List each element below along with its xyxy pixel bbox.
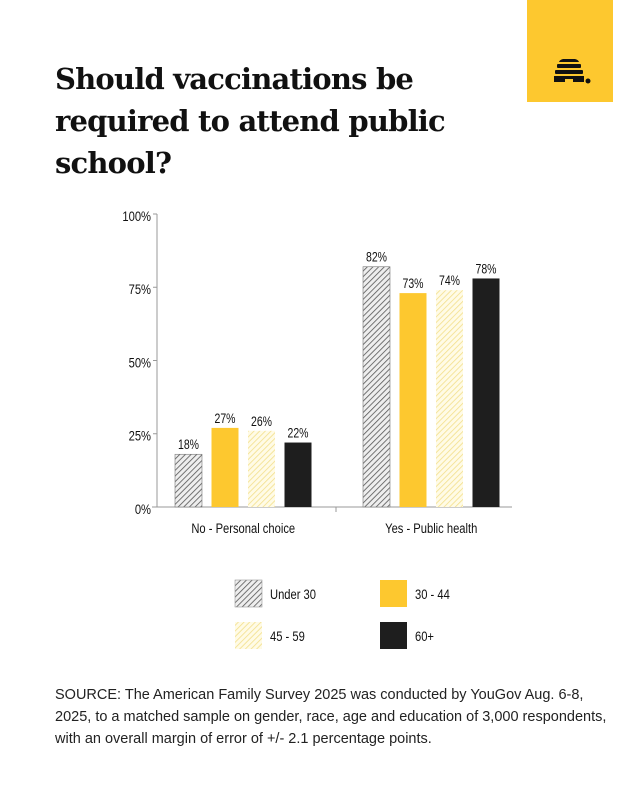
legend-label: 30 - 44	[415, 587, 450, 602]
chart-title: Should vaccinations be required to atten…	[55, 62, 446, 180]
legend-label: 60+	[415, 629, 434, 644]
data-label: 18%	[178, 437, 199, 453]
data-label: 78%	[475, 261, 496, 277]
bar-under30	[362, 266, 391, 508]
data-label: 74%	[439, 273, 460, 289]
legend-label: Under 30	[270, 587, 316, 602]
legend-swatch	[380, 580, 407, 607]
beehive-icon	[554, 59, 591, 84]
category-label: No - Personal choice	[191, 521, 295, 536]
bar-chart: 0% 25% 50% 75% 100% No - Personal choice Yes -…	[122, 209, 512, 649]
legend-label: 45 - 59	[270, 629, 305, 644]
data-label: 73%	[402, 276, 423, 292]
logo	[527, 0, 613, 102]
data-label: 27%	[214, 410, 235, 426]
bar-30-44	[399, 293, 427, 507]
y-tick-label: 25%	[129, 429, 151, 444]
legend-swatch	[234, 579, 263, 608]
legend-swatch	[235, 622, 262, 649]
bar-60+	[472, 278, 500, 507]
data-label: 22%	[287, 425, 308, 441]
bar-45-59	[436, 290, 463, 507]
source-note: SOURCE: The American Family Survey 2025 …	[55, 687, 607, 747]
y-tick-label: 75%	[129, 282, 151, 297]
legend-swatch	[380, 622, 407, 649]
bar-30-44	[211, 427, 239, 507]
y-tick-label: 50%	[129, 355, 151, 370]
bar-45-59	[248, 430, 275, 507]
data-label: 82%	[366, 249, 387, 265]
category-label: Yes - Public health	[385, 521, 477, 536]
y-tick-label: 0%	[135, 502, 151, 517]
bar-60+	[284, 442, 312, 507]
data-label: 26%	[251, 413, 272, 429]
y-tick-label: 100%	[122, 209, 151, 224]
bar-under30	[174, 453, 203, 508]
